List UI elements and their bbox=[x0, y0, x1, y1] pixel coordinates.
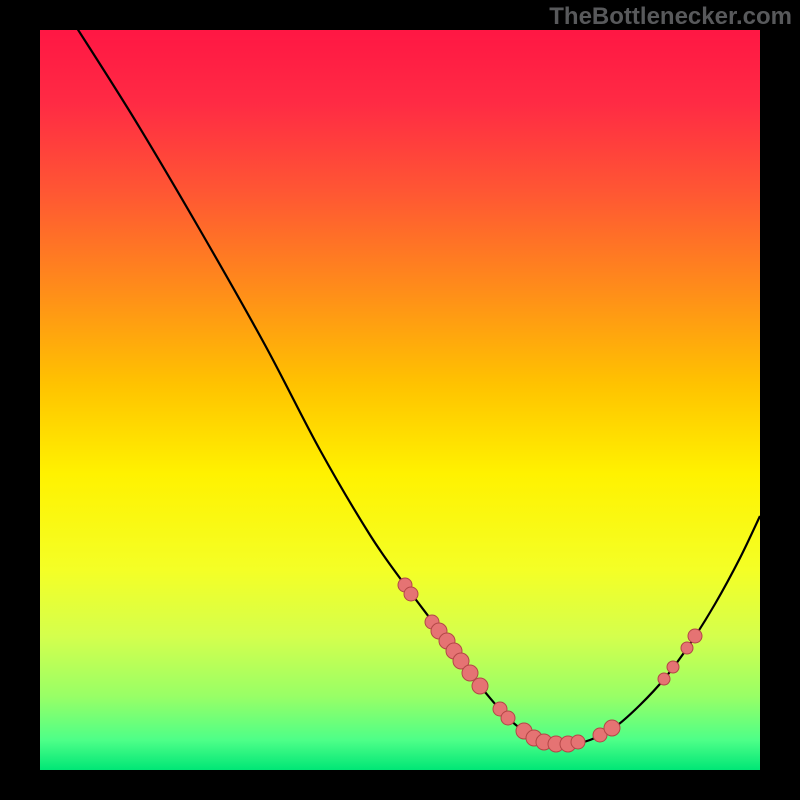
data-marker bbox=[681, 642, 693, 654]
data-marker bbox=[404, 587, 418, 601]
data-marker bbox=[462, 665, 478, 681]
plot-area bbox=[40, 30, 760, 770]
data-marker bbox=[472, 678, 488, 694]
data-marker bbox=[571, 735, 585, 749]
chart-svg bbox=[40, 30, 760, 770]
watermark-text: TheBottlenecker.com bbox=[549, 3, 792, 31]
data-marker bbox=[658, 673, 670, 685]
chart-container: TheBottlenecker.com bbox=[0, 0, 800, 800]
data-marker bbox=[667, 661, 679, 673]
data-marker bbox=[501, 711, 515, 725]
data-marker bbox=[604, 720, 620, 736]
data-marker bbox=[688, 629, 702, 643]
